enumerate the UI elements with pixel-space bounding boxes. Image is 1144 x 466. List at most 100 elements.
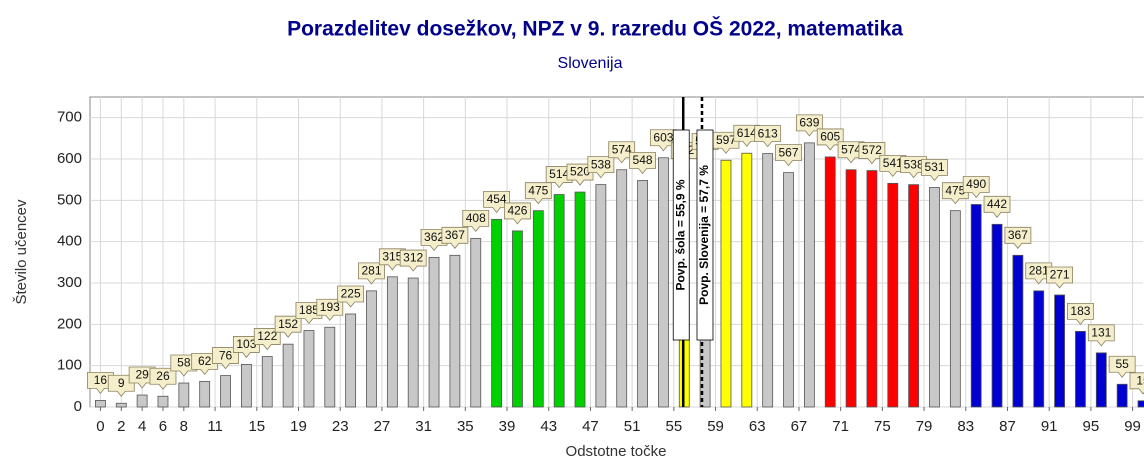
data-label: 514 (545, 166, 573, 189)
x-tick-label: 79 (916, 418, 933, 435)
data-label-box (504, 202, 531, 225)
bar (261, 356, 273, 408)
x-tick-label: 99 (1124, 418, 1141, 435)
annotation-box (696, 129, 714, 341)
data-label-box (337, 285, 365, 308)
data-label-text: 15 (1136, 373, 1144, 387)
data-label-text: 605 (820, 130, 840, 144)
y-tick-label: 500 (57, 191, 82, 208)
bar (845, 169, 857, 408)
data-label-text: 367 (1008, 228, 1028, 242)
bar (1137, 400, 1144, 408)
y-tick-label: 200 (57, 315, 82, 332)
bar (970, 204, 982, 408)
bar (803, 142, 815, 408)
bar (783, 172, 794, 408)
bar (366, 290, 377, 408)
y-tick-label: 700 (57, 109, 82, 126)
bar (470, 237, 482, 408)
x-tick-label: 19 (290, 418, 307, 435)
bar (949, 210, 961, 408)
data-label-box (399, 249, 427, 272)
x-tick-label: 15 (248, 418, 265, 435)
data-label-text: 541 (883, 156, 903, 170)
x-tick-label: 91 (1041, 418, 1058, 435)
bar (595, 184, 607, 408)
data-label-text: 16 (94, 373, 108, 387)
data-label-text: 362 (424, 230, 444, 244)
data-label-text: 567 (779, 145, 799, 159)
bar (1054, 294, 1065, 408)
bar (220, 375, 231, 408)
x-tick-label: 75 (874, 418, 891, 435)
x-tick-label: 11 (207, 418, 223, 435)
data-label: 442 (983, 195, 1011, 218)
data-label-box (1087, 324, 1115, 347)
data-label-text: 603 (653, 130, 673, 144)
data-label-box (483, 190, 511, 213)
data-label-text: 548 (633, 153, 653, 167)
bar (762, 153, 774, 408)
x-tick-label: 59 (707, 418, 724, 435)
data-label: 271 (1046, 266, 1073, 289)
data-label: 639 (795, 114, 823, 137)
data-label-text: 29 (135, 368, 149, 382)
bar (637, 180, 648, 408)
data-label-text: 614 (737, 126, 757, 140)
data-label: 225 (337, 285, 365, 308)
data-label-text: 475 (945, 183, 965, 197)
data-label-box (775, 144, 802, 167)
data-label: 597 (712, 131, 740, 154)
bar (157, 395, 169, 408)
data-label-box (441, 226, 469, 249)
data-label: 541 (879, 154, 907, 178)
bar (929, 187, 940, 408)
data-label: 281 (358, 262, 385, 285)
bar (386, 276, 398, 408)
data-label: 603 (650, 129, 677, 152)
data-label-text: 62 (198, 354, 212, 368)
annotation-box (672, 129, 690, 341)
data-label: 475 (941, 182, 969, 205)
x-tick-label: 31 (415, 418, 432, 435)
bar (866, 170, 878, 408)
data-label: 490 (962, 176, 990, 199)
data-label-text: 185 (299, 303, 319, 317)
bar (449, 254, 461, 408)
data-label-text: 442 (987, 197, 1007, 211)
x-tick-label: 71 (832, 418, 849, 435)
data-label-box (921, 159, 948, 182)
y-tick-label: 100 (57, 357, 82, 374)
bar (532, 210, 544, 408)
data-label: 152 (274, 315, 302, 338)
x-tick-label: 2 (117, 418, 125, 435)
bar (282, 343, 294, 408)
y-tick-label: 400 (57, 233, 82, 250)
data-label-box (816, 128, 844, 151)
bar (240, 364, 252, 408)
bar (324, 326, 336, 408)
x-tick-label: 55 (665, 418, 682, 435)
x-tick-label: 47 (582, 418, 599, 435)
data-label-text: 572 (862, 143, 882, 157)
data-label: 548 (629, 152, 656, 175)
data-label: 367 (1004, 226, 1032, 249)
x-tick-label: 8 (180, 418, 188, 435)
bar (1095, 352, 1107, 408)
x-tick-label: 83 (957, 418, 974, 435)
data-label: 362 (420, 228, 448, 252)
data-label-text: 315 (382, 249, 402, 263)
data-label-box (962, 176, 990, 199)
data-label: 614 (733, 124, 761, 147)
data-label-box (795, 114, 823, 137)
data-label-text: 281 (1029, 264, 1049, 278)
bar (512, 230, 523, 408)
data-label: 367 (441, 226, 469, 249)
data-label: 426 (504, 202, 531, 225)
data-label-text: 490 (966, 177, 986, 191)
data-label-box (1108, 355, 1136, 378)
data-label-text: 531 (924, 160, 944, 174)
chart-title: Porazdelitev dosežkov, NPZ v 9. razredu … (287, 17, 903, 41)
data-label: 454 (483, 190, 511, 213)
